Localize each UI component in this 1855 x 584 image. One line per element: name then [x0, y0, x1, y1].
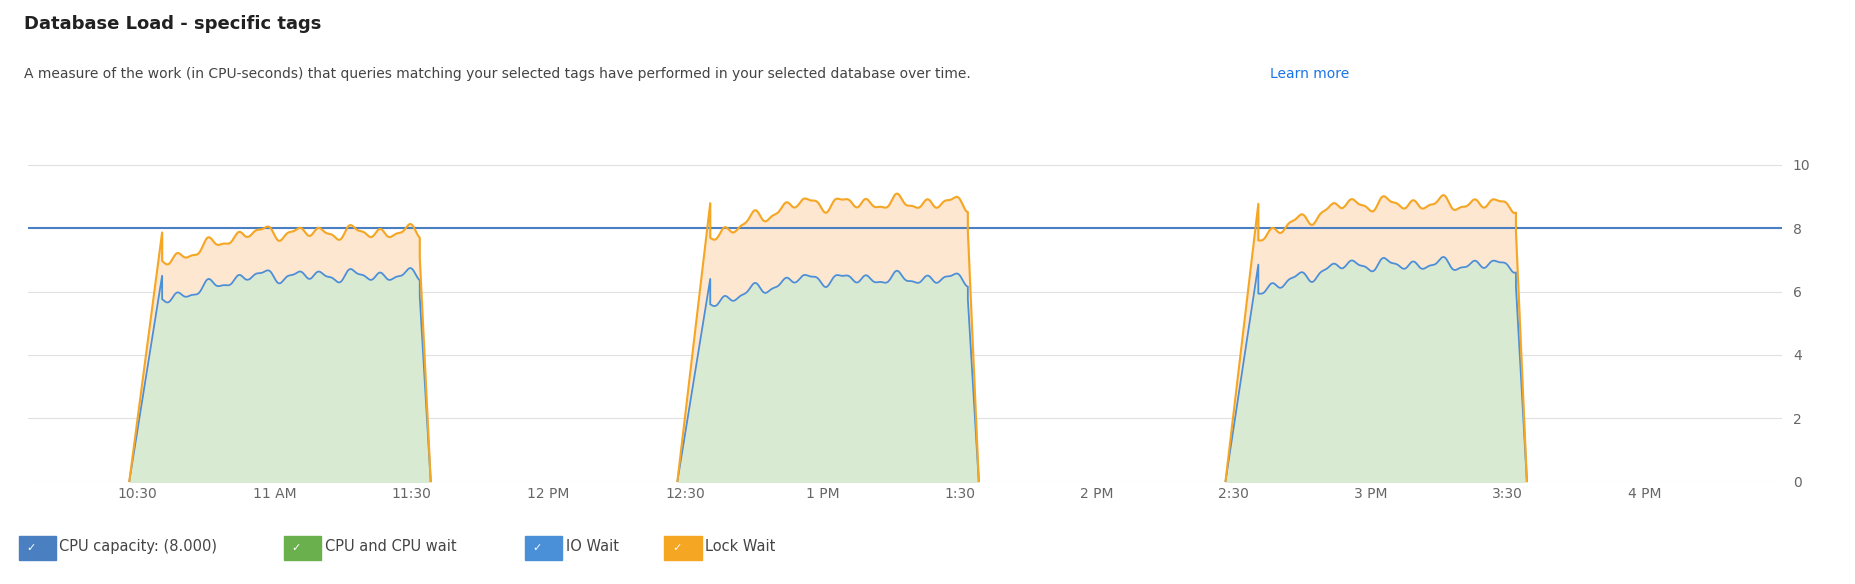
Text: Learn more: Learn more [1269, 67, 1349, 81]
Text: ✓: ✓ [532, 543, 542, 553]
Text: ✓: ✓ [26, 543, 35, 553]
Text: A measure of the work (in CPU-seconds) that queries matching your selected tags : A measure of the work (in CPU-seconds) t… [24, 67, 974, 81]
Text: ✓: ✓ [291, 543, 301, 553]
Text: ✓: ✓ [672, 543, 681, 553]
Text: CPU and CPU wait: CPU and CPU wait [325, 538, 456, 554]
Text: IO Wait: IO Wait [566, 538, 620, 554]
Text: Lock Wait: Lock Wait [705, 538, 775, 554]
Text: Database Load - specific tags: Database Load - specific tags [24, 15, 321, 33]
Text: CPU capacity: (8.000): CPU capacity: (8.000) [59, 538, 217, 554]
